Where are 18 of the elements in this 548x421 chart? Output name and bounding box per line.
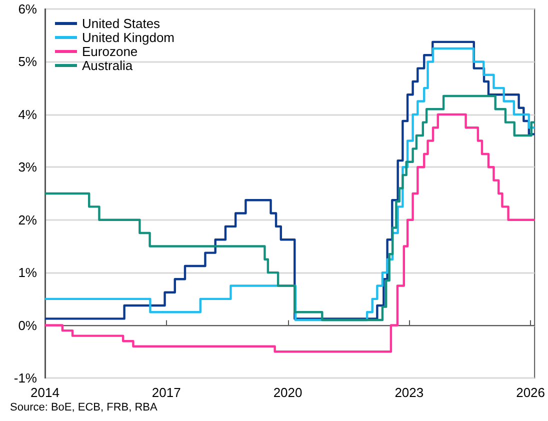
y-tick-label: 5% <box>18 54 38 70</box>
legend-label: Eurozone <box>82 44 138 59</box>
y-tick-label: 2% <box>18 212 38 228</box>
x-tick-label: 2026 <box>516 385 545 400</box>
y-tick-label: 1% <box>18 265 38 280</box>
source-note: Source: BoE, ECB, FRB, RBA <box>10 402 158 414</box>
legend-label: United Kingdom <box>82 30 174 45</box>
legend-label: Australia <box>82 58 134 73</box>
legend-label: United States <box>82 16 161 31</box>
x-tick-label: 2020 <box>273 385 302 400</box>
x-tick-label: 2014 <box>30 385 60 400</box>
y-tick-label: 3% <box>18 160 38 175</box>
y-tick-label: 4% <box>18 106 38 122</box>
x-tick-label: 2017 <box>152 385 181 400</box>
y-tick-label: 0% <box>18 318 38 333</box>
x-tick-label: 2023 <box>394 385 424 400</box>
y-tick-label: -1% <box>14 370 38 386</box>
y-tick-label: 6% <box>18 2 38 16</box>
